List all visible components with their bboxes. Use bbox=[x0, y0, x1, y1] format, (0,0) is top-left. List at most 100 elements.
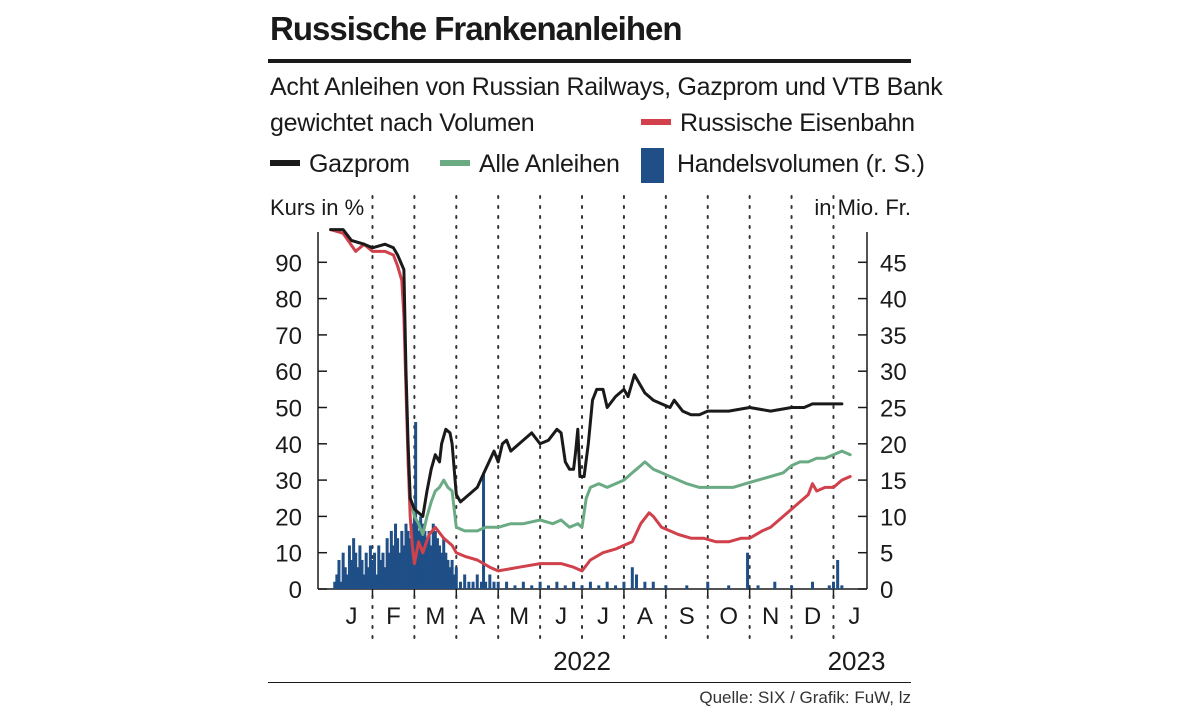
legend-label-gazprom: Gazprom bbox=[309, 150, 410, 178]
left-axis-label: Kurs in % bbox=[270, 195, 365, 220]
volume-bar bbox=[521, 581, 525, 589]
month-label: M bbox=[509, 603, 529, 630]
left-axis-tick-label: 90 bbox=[275, 250, 302, 277]
volume-bar bbox=[475, 574, 479, 589]
left-axis-tick-label: 70 bbox=[275, 323, 302, 350]
volume-bar bbox=[364, 552, 368, 589]
bottom-rule bbox=[268, 682, 911, 683]
volume-bar bbox=[337, 559, 341, 589]
legend-item-all: Alle Anleihen bbox=[440, 150, 620, 179]
volume-bar bbox=[452, 574, 456, 589]
legend-item-gazprom: Gazprom bbox=[270, 150, 410, 179]
volume-bar bbox=[396, 538, 400, 589]
legend-swatch-gazprom bbox=[270, 160, 300, 167]
month-label: F bbox=[386, 603, 401, 630]
right-axis-tick-label: 35 bbox=[880, 323, 907, 350]
volume-bar bbox=[431, 523, 435, 589]
volume-bar bbox=[622, 581, 626, 589]
volume-bar bbox=[423, 530, 427, 589]
volume-bar bbox=[387, 552, 391, 589]
volume-bar bbox=[463, 574, 467, 589]
left-axis-tick-label: 50 bbox=[275, 396, 302, 423]
volume-bar bbox=[379, 559, 383, 589]
gazprom-line bbox=[329, 228, 844, 518]
volume-bar bbox=[572, 581, 576, 589]
volume-bar bbox=[597, 585, 601, 589]
volume-bar bbox=[425, 538, 429, 589]
legend-item-volume: Handelsvolumen (r. S.) bbox=[677, 150, 925, 179]
volume-bar bbox=[482, 472, 486, 589]
right-axis-tick-label: 30 bbox=[880, 359, 907, 386]
volume-bar bbox=[358, 545, 362, 589]
left-axis-tick-label: 30 bbox=[275, 468, 302, 495]
legend-label-volume: Handelsvolumen (r. S.) bbox=[677, 150, 925, 178]
volume-bar bbox=[458, 581, 462, 589]
volume-bar bbox=[402, 545, 406, 589]
right-axis-tick-label: 45 bbox=[880, 250, 907, 277]
month-label: A bbox=[637, 603, 653, 630]
left-axis-tick-label: 80 bbox=[275, 287, 302, 314]
right-axis-label: in Mio. Fr. bbox=[814, 195, 911, 220]
left-axis-tick-label: 0 bbox=[289, 577, 302, 604]
volume-bar bbox=[643, 581, 647, 589]
right-axis-tick-label: 20 bbox=[880, 432, 907, 459]
right-axis-tick-label: 10 bbox=[880, 504, 907, 531]
volume-bar bbox=[419, 516, 423, 589]
volume-bar bbox=[831, 581, 835, 589]
right-axis-tick-label: 15 bbox=[880, 468, 907, 495]
volume-bar bbox=[347, 545, 351, 589]
volume-bar bbox=[630, 567, 634, 589]
left-axis-tick-label: 60 bbox=[275, 359, 302, 386]
volume-bar bbox=[790, 585, 794, 589]
volume-bar bbox=[467, 581, 471, 589]
volume-bar bbox=[614, 585, 618, 589]
volume-bar bbox=[377, 545, 381, 589]
volume-bar bbox=[435, 538, 439, 589]
volume-bar bbox=[440, 552, 444, 589]
volume-bar bbox=[492, 581, 496, 589]
volume-bar bbox=[343, 567, 347, 589]
volume-bar bbox=[513, 585, 517, 589]
volume-bar bbox=[417, 530, 421, 589]
volume-bar bbox=[448, 567, 452, 589]
right-axis-tick-label: 40 bbox=[880, 287, 907, 314]
volume-bar bbox=[350, 559, 354, 589]
volume-bar bbox=[488, 574, 492, 589]
volume-bar bbox=[398, 552, 402, 589]
volume-bar bbox=[394, 523, 398, 589]
left-axis-tick-label: 20 bbox=[275, 504, 302, 531]
volume-bar bbox=[429, 545, 433, 589]
left-axis-tick-label: 10 bbox=[275, 541, 302, 568]
right-axis-tick-label: 0 bbox=[880, 577, 893, 604]
month-label: J bbox=[848, 603, 860, 630]
month-label: J bbox=[597, 603, 609, 630]
volume-bar bbox=[356, 567, 360, 589]
year-label: 2022 bbox=[553, 646, 611, 676]
volume-bar bbox=[438, 545, 442, 589]
legend-label-all: Alle Anleihen bbox=[479, 150, 620, 178]
source-credit: Quelle: SIX / Grafik: FuW, lz bbox=[699, 688, 911, 707]
volume-bar bbox=[408, 538, 412, 589]
volume-bar bbox=[580, 585, 584, 589]
legend-label-railways: Russische Eisenbahn bbox=[680, 109, 915, 137]
volume-bar bbox=[362, 574, 366, 589]
right-axis-tick-label: 25 bbox=[880, 396, 907, 423]
volume-bar bbox=[354, 552, 358, 589]
month-label: M bbox=[425, 603, 445, 630]
month-label: J bbox=[555, 603, 567, 630]
volume-bar bbox=[427, 530, 431, 589]
month-label: A bbox=[469, 603, 485, 630]
volume-bar bbox=[546, 585, 550, 589]
volume-bar bbox=[433, 530, 437, 589]
volume-bar bbox=[827, 585, 831, 589]
volume-bar bbox=[836, 559, 840, 589]
volume-bar bbox=[414, 422, 418, 589]
volume-bar bbox=[664, 585, 668, 589]
volume-bar bbox=[400, 530, 404, 589]
volume-bar bbox=[530, 585, 534, 589]
year-label: 2023 bbox=[828, 646, 886, 676]
volume-bar bbox=[366, 567, 370, 589]
legend-swatch-volume bbox=[641, 148, 664, 183]
volume-bar bbox=[840, 585, 844, 589]
volume-bar bbox=[588, 581, 592, 589]
